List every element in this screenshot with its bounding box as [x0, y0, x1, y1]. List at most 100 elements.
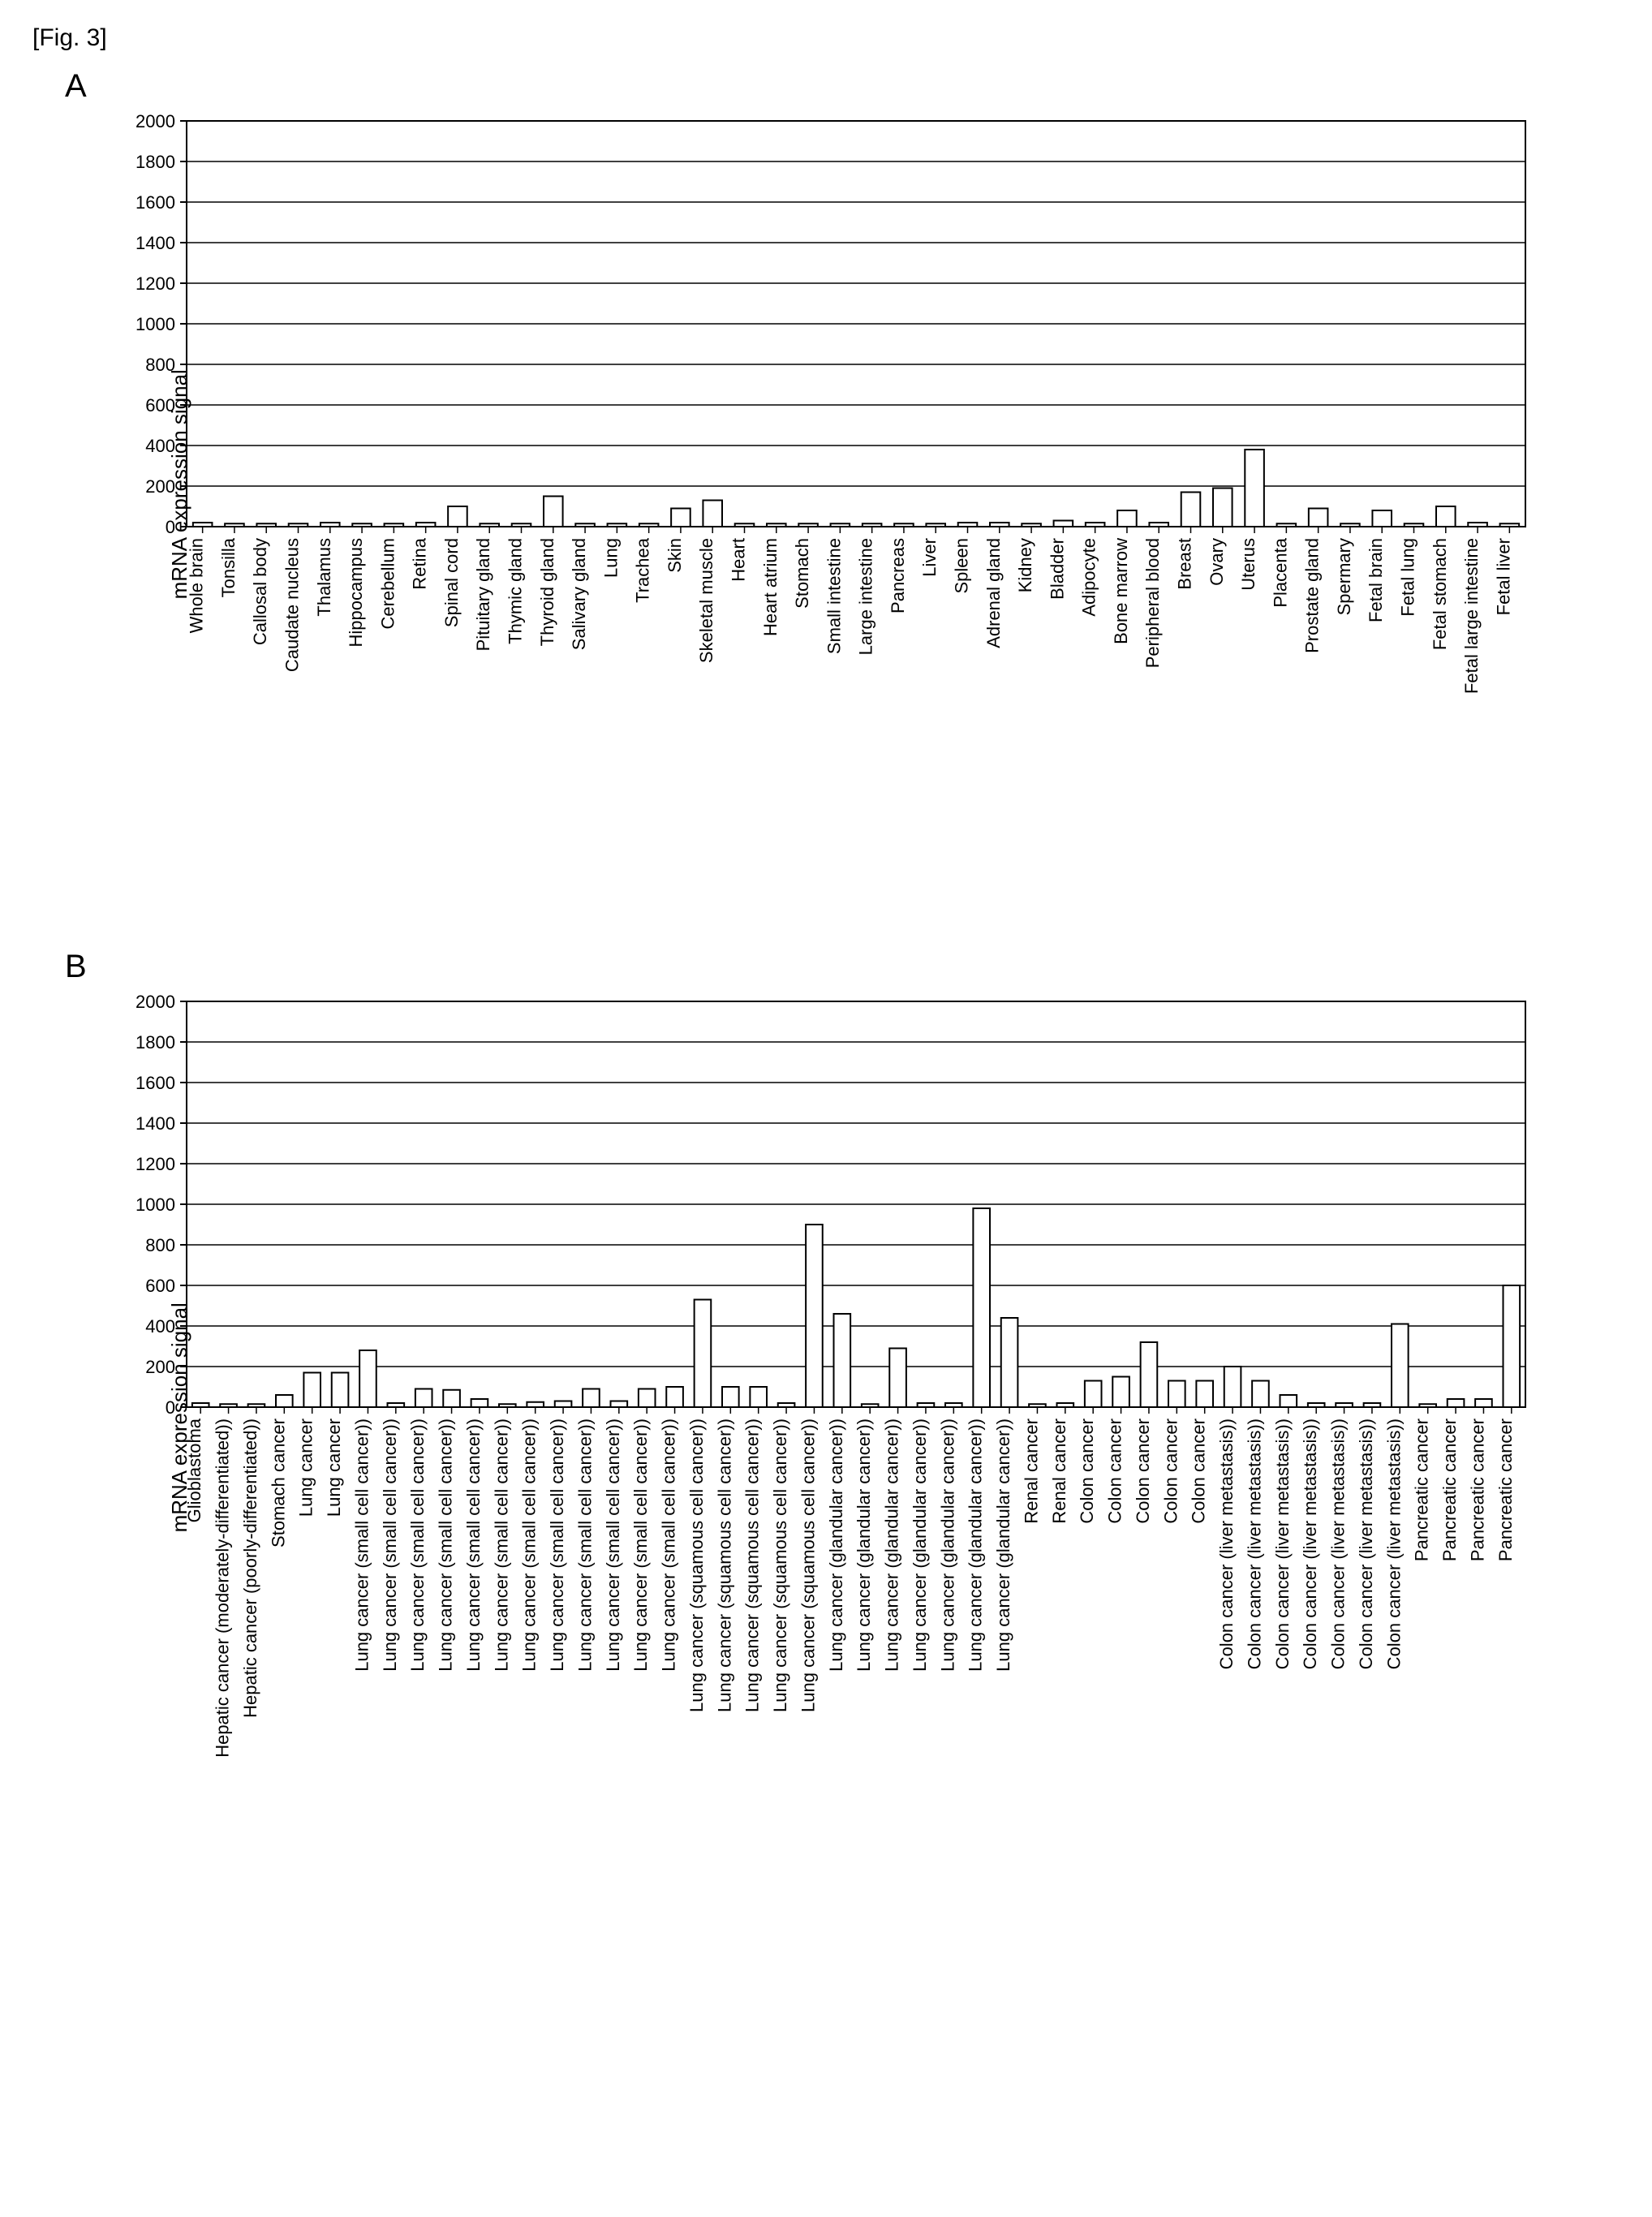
bar	[695, 1300, 712, 1408]
category-label: Colon cancer	[1189, 1418, 1209, 1524]
category-label: Thalamus	[314, 538, 334, 617]
bar	[639, 1389, 656, 1408]
category-label: Hepatic cancer (moderately-differentiate…	[213, 1418, 233, 1758]
bar	[1085, 1381, 1102, 1408]
svg-text:1600: 1600	[136, 192, 175, 213]
svg-text:1600: 1600	[136, 1073, 175, 1093]
category-label: Lung cancer (squamous cell cancer))	[742, 1418, 763, 1712]
bar	[1001, 1318, 1018, 1407]
category-label: Lung cancer (small cell cancer))	[407, 1418, 428, 1672]
bar	[666, 1387, 683, 1407]
category-label: Adrenal gland	[983, 538, 1004, 648]
svg-text:1400: 1400	[136, 1113, 175, 1134]
category-label: Pancreas	[888, 538, 908, 613]
bar	[1117, 510, 1137, 527]
bar	[1475, 1399, 1492, 1407]
category-label: Tonsilla	[218, 537, 239, 597]
category-label: Peripheral blood	[1142, 538, 1163, 668]
category-label: Large intestine	[856, 538, 876, 655]
bar	[1252, 1381, 1269, 1408]
category-label: Lung cancer (small cell cancer))	[519, 1418, 540, 1672]
panel-b-label: B	[65, 949, 1620, 985]
category-label: Small intestine	[824, 538, 844, 654]
category-label: Spinal cord	[441, 538, 462, 627]
category-label: Lung cancer (small cell cancer))	[491, 1418, 511, 1672]
chart-a: 0200400600800100012001400160018002000Who…	[114, 113, 1542, 916]
bar	[1280, 1395, 1297, 1407]
category-label: Renal cancer	[1021, 1418, 1041, 1524]
category-label: Lung cancer (small cell cancer))	[436, 1418, 456, 1672]
category-label: Caudate nucleus	[282, 538, 303, 672]
bar	[1141, 1342, 1158, 1407]
bar	[1309, 509, 1328, 527]
category-label: Pancreatic cancer	[1495, 1418, 1516, 1561]
category-label: Hepatic cancer (poorly-differentiated))	[240, 1418, 260, 1718]
category-label: Lung cancer (squamous cell cancer))	[686, 1418, 707, 1712]
bar	[1245, 450, 1264, 527]
category-label: Heart atrium	[760, 538, 781, 636]
bar	[750, 1387, 767, 1407]
bar	[448, 506, 467, 527]
category-label: Colon cancer (liver metastasis))	[1272, 1418, 1293, 1669]
category-label: Lung cancer (glandular cancer))	[882, 1418, 902, 1672]
bar	[359, 1350, 376, 1407]
svg-text:1200: 1200	[136, 1154, 175, 1174]
category-label: Lung cancer	[296, 1418, 316, 1517]
bar	[1372, 510, 1392, 527]
category-label: Fetal liver	[1493, 538, 1513, 615]
chart-b-y-label: mRNA expression signal	[167, 1302, 192, 1532]
svg-text:600: 600	[145, 1276, 175, 1296]
category-label: Lung cancer (small cell cancer))	[659, 1418, 679, 1672]
svg-text:800: 800	[145, 1235, 175, 1255]
category-label: Lung cancer (small cell cancer))	[380, 1418, 400, 1672]
category-label: Lung cancer (squamous cell cancer))	[770, 1418, 790, 1712]
svg-text:1000: 1000	[136, 1195, 175, 1215]
svg-text:1400: 1400	[136, 233, 175, 253]
bar	[973, 1208, 990, 1407]
bar	[332, 1373, 349, 1408]
category-label: Placenta	[1270, 537, 1290, 607]
bar	[1213, 489, 1233, 527]
bar	[1448, 1399, 1465, 1407]
category-label: Pituitary gland	[473, 538, 493, 651]
category-label: Colon cancer (liver metastasis))	[1356, 1418, 1376, 1669]
category-label: Lung cancer (glandular cancer))	[993, 1418, 1013, 1672]
category-label: Colon cancer	[1077, 1418, 1097, 1524]
category-label: Kidney	[1015, 538, 1035, 592]
bar	[703, 501, 722, 527]
category-label: Callosal body	[250, 538, 270, 645]
category-label: Liver	[919, 538, 940, 577]
category-label: Skeletal muscle	[696, 538, 716, 663]
svg-text:1000: 1000	[136, 314, 175, 334]
category-label: Colon cancer	[1160, 1418, 1181, 1524]
category-label: Lung cancer (glandular cancer))	[826, 1418, 846, 1672]
bar	[415, 1389, 432, 1408]
category-label: Colon cancer (liver metastasis))	[1300, 1418, 1320, 1669]
category-label: Lung cancer (small cell cancer))	[630, 1418, 651, 1672]
bar	[583, 1389, 600, 1408]
svg-text:1800: 1800	[136, 1032, 175, 1053]
panel-a-label: A	[65, 68, 1620, 105]
category-label: Ovary	[1207, 538, 1227, 586]
svg-text:1200: 1200	[136, 273, 175, 294]
bar	[1168, 1381, 1185, 1408]
bar	[889, 1349, 906, 1408]
category-label: Pancreatic cancer	[1439, 1418, 1460, 1561]
category-label: Skin	[665, 538, 685, 573]
category-label: Bladder	[1047, 538, 1067, 600]
category-label: Lung cancer (small cell cancer))	[574, 1418, 595, 1672]
bar	[1504, 1285, 1521, 1407]
category-label: Colon cancer	[1105, 1418, 1125, 1524]
svg-text:2000: 2000	[136, 993, 175, 1012]
bar	[303, 1373, 321, 1408]
bar	[1224, 1367, 1241, 1407]
figure-caption: [Fig. 3]	[32, 24, 1620, 52]
category-label: Pancreatic cancer	[1467, 1418, 1487, 1561]
category-label: Lung cancer (glandular cancer))	[910, 1418, 930, 1672]
category-label: Hippocampus	[346, 538, 366, 648]
svg-text:1800: 1800	[136, 152, 175, 172]
category-label: Renal cancer	[1049, 1418, 1069, 1524]
bar	[722, 1387, 739, 1407]
category-label: Heart	[729, 538, 749, 582]
chart-a-y-label: mRNA expression signal	[167, 369, 192, 599]
